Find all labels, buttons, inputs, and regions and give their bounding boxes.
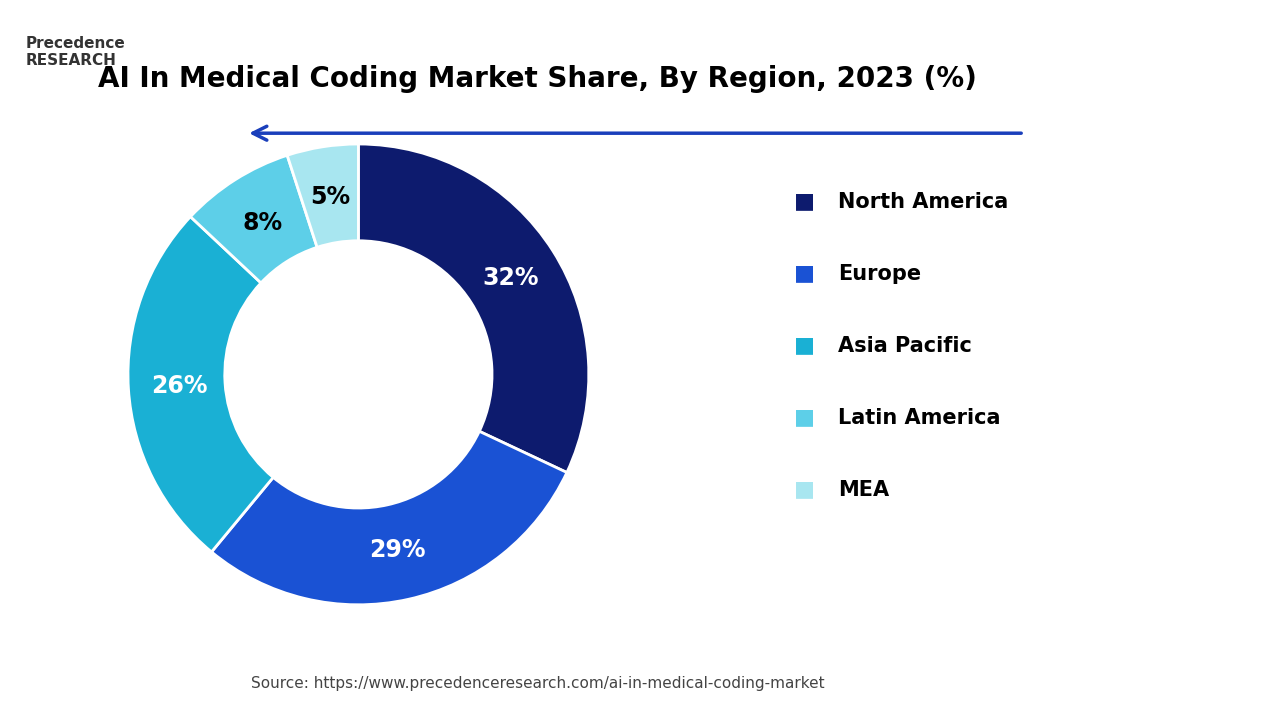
Text: 8%: 8% — [242, 211, 282, 235]
Text: ■: ■ — [794, 192, 814, 212]
Wedge shape — [128, 217, 273, 552]
Text: Precedence
RESEARCH: Precedence RESEARCH — [26, 36, 125, 68]
Text: MEA: MEA — [838, 480, 890, 500]
Wedge shape — [211, 431, 567, 605]
Text: Europe: Europe — [838, 264, 922, 284]
Text: ■: ■ — [794, 336, 814, 356]
Wedge shape — [191, 156, 317, 283]
Wedge shape — [358, 144, 589, 472]
Text: ■: ■ — [794, 264, 814, 284]
Text: North America: North America — [838, 192, 1009, 212]
Text: ■: ■ — [794, 408, 814, 428]
Text: Asia Pacific: Asia Pacific — [838, 336, 973, 356]
Text: 32%: 32% — [481, 266, 539, 290]
Text: Latin America: Latin America — [838, 408, 1001, 428]
Text: Source: https://www.precedenceresearch.com/ai-in-medical-coding-market: Source: https://www.precedenceresearch.c… — [251, 676, 824, 691]
Text: AI In Medical Coding Market Share, By Region, 2023 (%): AI In Medical Coding Market Share, By Re… — [99, 65, 977, 93]
Text: 26%: 26% — [151, 374, 207, 397]
Text: ■: ■ — [794, 480, 814, 500]
Text: 5%: 5% — [310, 185, 351, 209]
Text: 29%: 29% — [370, 538, 426, 562]
Wedge shape — [287, 144, 358, 247]
